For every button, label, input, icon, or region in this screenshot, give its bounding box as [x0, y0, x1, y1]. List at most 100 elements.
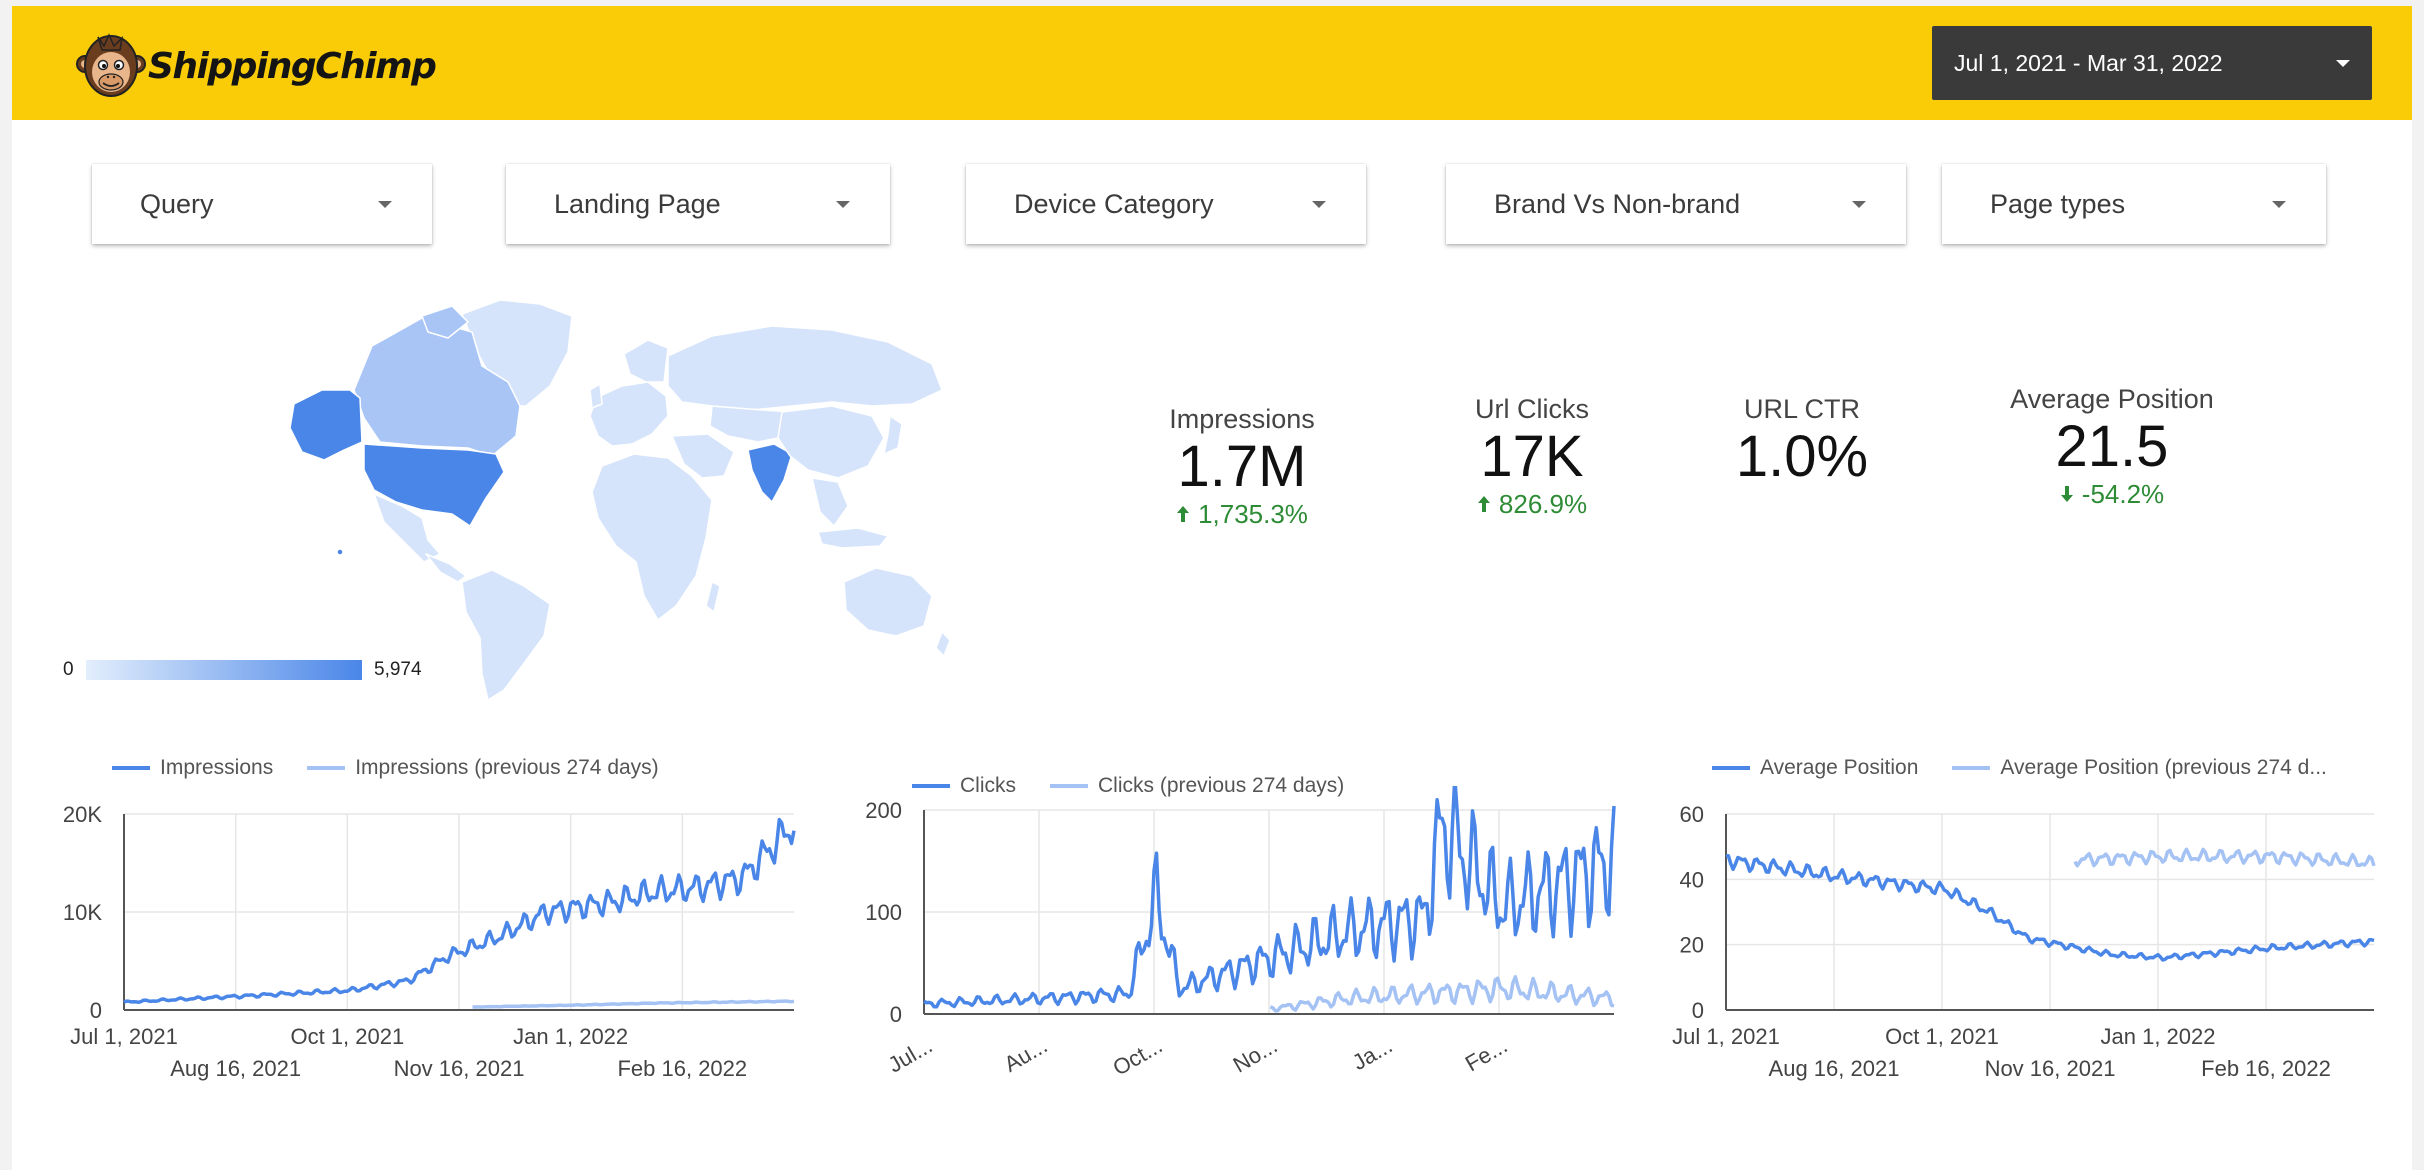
kpi-change-value: 826.9% — [1498, 488, 1588, 519]
report-canvas: ShippingChimp Jul 1, 2021 - Mar 31, 2022… — [12, 6, 2412, 1170]
filter-label: Device Category — [1014, 188, 1214, 219]
arrow-up-icon — [1177, 506, 1190, 523]
legend-label: Clicks (previous 274 days) — [1098, 774, 1345, 797]
x-tick-label: Oct... — [1108, 1033, 1166, 1081]
y-tick-label: 0 — [890, 1002, 902, 1027]
x-tick-label: Nov 16, 2021 — [1985, 1056, 2116, 1081]
average-position-line-chart[interactable]: 0 20 40 60 Jul 1, 2021 Oct 1, 2021 Jan 1, 2022… — [1632, 786, 2392, 1086]
chimp-icon — [76, 33, 146, 97]
series-line-current[interactable] — [923, 786, 1616, 1009]
legend-swatch — [1050, 784, 1088, 788]
clicks-line-chart[interactable]: 0 100 200 Jul... Au... Oct... No... Ja... Fe... — [832, 786, 1632, 1086]
filter-query[interactable]: Query — [92, 164, 432, 244]
canada-shape — [353, 317, 521, 457]
chart-legend[interactable]: Clicks Clicks (previous 274 days) — [912, 774, 1344, 798]
x-tick-label: Oct 1, 2021 — [290, 1024, 404, 1049]
kpi-url-clicks: Url Clicks 17K 826.9% — [1402, 394, 1662, 520]
kpi-label: URL CTR — [1743, 394, 1860, 424]
filter-landing-page[interactable]: Landing Page — [506, 164, 890, 244]
kpi-label: Average Position — [2010, 384, 2214, 414]
filter-label: Query — [140, 188, 214, 219]
y-tick-label: 40 — [1680, 867, 1704, 892]
usa-shape — [363, 443, 505, 527]
legend-label: Clicks — [960, 774, 1016, 797]
kpi-label: Url Clicks — [1475, 394, 1589, 424]
world-map[interactable] — [272, 286, 952, 706]
series-line-current[interactable] — [123, 817, 796, 1005]
legend-label: Impressions — [160, 756, 274, 779]
legend-swatch — [1712, 766, 1750, 770]
south-america-shape — [461, 569, 551, 701]
mexico-shape — [373, 493, 441, 563]
x-tick-label: Ja... — [1348, 1033, 1397, 1075]
madagascar-shape — [705, 581, 721, 613]
india-shape — [747, 443, 793, 503]
legend-label: Average Position — [1760, 756, 1919, 779]
series-line-previous[interactable] — [472, 999, 795, 1009]
russia-shape — [667, 325, 943, 411]
legend-label: Average Position (previous 274 d... — [2000, 756, 2327, 779]
x-tick-label: Jan 1, 2022 — [2101, 1024, 2216, 1049]
hawaii-dot — [336, 548, 344, 556]
x-tick-label: Feb 16, 2022 — [617, 1056, 747, 1081]
filter-label: Page types — [1990, 188, 2126, 219]
series-line-current[interactable] — [1726, 853, 2375, 962]
y-tick-label: 20K — [63, 802, 102, 827]
chart-legend[interactable]: Average Position Average Position (previ… — [1712, 756, 2327, 780]
scandinavia-shape — [623, 339, 669, 383]
arrow-down-icon — [2060, 486, 2073, 503]
map-color-scale — [86, 660, 362, 680]
date-range-picker[interactable]: Jul 1, 2021 - Mar 31, 2022 — [1932, 26, 2372, 100]
kpi-change-value: -54.2% — [2081, 478, 2165, 509]
europe-shape — [589, 381, 669, 447]
x-tick-label: Jul 1, 2021 — [1672, 1024, 1780, 1049]
legend-swatch — [1952, 766, 1991, 770]
map-legend-max: 5,974 — [374, 659, 422, 680]
series-line-previous[interactable] — [2073, 847, 2376, 868]
chart-legend[interactable]: Impressions Impressions (previous 274 da… — [112, 756, 659, 780]
filter-page-types[interactable]: Page types — [1942, 164, 2326, 244]
legend-swatch — [112, 766, 150, 770]
china-shape — [777, 405, 885, 479]
kpi-average-position: Average Position 21.5 -54.2% — [1972, 384, 2252, 510]
kpi-label: Impressions — [1169, 404, 1315, 434]
legend-label: Impressions (previous 274 days) — [355, 756, 659, 779]
x-tick-label: Nov 16, 2021 — [394, 1056, 525, 1081]
x-tick-label: Jul 1, 2021 — [70, 1024, 178, 1049]
canada-islands-shape — [421, 305, 469, 339]
x-tick-label: Aug 16, 2021 — [170, 1056, 301, 1081]
kpi-change: 1,735.3% — [1112, 499, 1372, 530]
chevron-down-icon — [1312, 200, 1326, 208]
kpi-change: -54.2% — [1972, 479, 2252, 510]
x-tick-label: Feb 16, 2022 — [2201, 1056, 2331, 1081]
kpi-value: 1.7M — [1177, 434, 1307, 499]
x-tick-label: Jul... — [884, 1033, 937, 1078]
kpi-value: 1.0% — [1735, 424, 1869, 489]
middle-east-shape — [671, 433, 735, 479]
arrow-up-icon — [1477, 496, 1490, 513]
y-tick-label: 0 — [90, 998, 102, 1023]
brand-name: ShippingChimp — [148, 45, 437, 87]
x-tick-label: No... — [1229, 1033, 1282, 1078]
impressions-line-chart[interactable]: 0 10K 20K Jul 1, 2021 Oct 1, 2021 Jan 1, 2022… — [32, 786, 812, 1086]
chevron-down-icon — [836, 200, 850, 208]
y-tick-label: 10K — [63, 900, 102, 925]
chevron-down-icon — [2336, 59, 2350, 67]
central-asia-shape — [709, 405, 793, 443]
chevron-down-icon — [378, 200, 392, 208]
kpi-impressions: Impressions 1.7M 1,735.3% — [1112, 404, 1372, 530]
y-tick-label: 200 — [865, 798, 902, 823]
chevron-down-icon — [2272, 200, 2286, 208]
filter-brand-vs-non-brand[interactable]: Brand Vs Non-brand — [1446, 164, 1906, 244]
kpi-value: 17K — [1480, 424, 1584, 489]
x-tick-label: Oct 1, 2021 — [1885, 1024, 1999, 1049]
australia-shape — [843, 567, 933, 637]
uk-shape — [589, 383, 603, 409]
series-line-previous[interactable] — [1269, 975, 1615, 1013]
filter-device-category[interactable]: Device Category — [966, 164, 1366, 244]
chevron-down-icon — [1852, 200, 1866, 208]
southeast-asia-shape — [811, 477, 849, 527]
filter-label: Brand Vs Non-brand — [1494, 188, 1741, 219]
japan-shape — [883, 415, 903, 455]
kpi-value: 21.5 — [2055, 414, 2169, 479]
